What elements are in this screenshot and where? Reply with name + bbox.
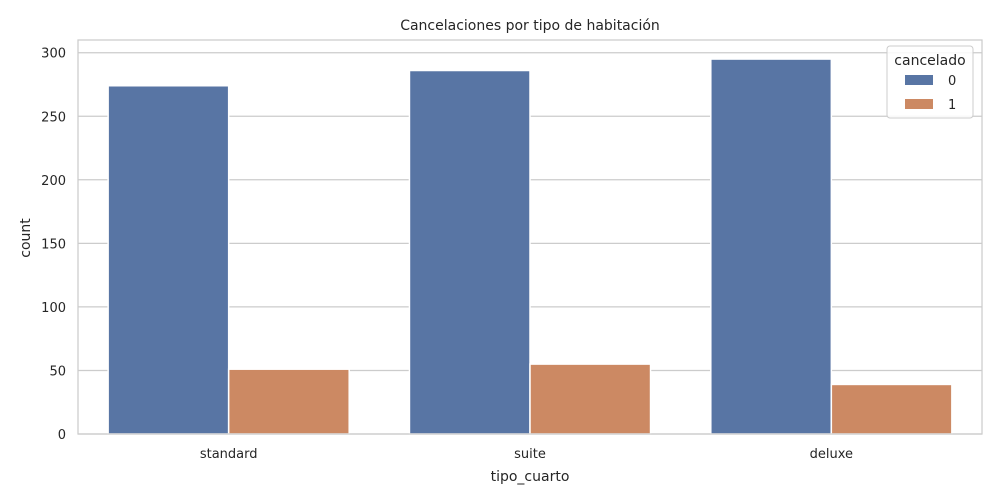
x-tick-label: standard	[200, 447, 258, 462]
bar-deluxe-cancelado-0	[710, 58, 833, 435]
y-tick-label: 150	[41, 237, 66, 252]
legend-swatch-0	[905, 75, 933, 85]
chart-title: Cancelaciones por tipo de habitación	[400, 18, 660, 34]
bar-suite-cancelado-1	[529, 363, 652, 435]
x-axis-title: tipo_cuarto	[491, 469, 570, 485]
y-tick-label: 0	[58, 428, 66, 443]
x-tick-labels: standard suite deluxe	[200, 447, 853, 462]
y-tick-labels: 0 50 100 150 200 250 300	[41, 47, 66, 443]
legend-label: 1	[948, 98, 956, 113]
bar-standard-cancelado-0	[107, 85, 230, 435]
y-tick-label: 50	[49, 364, 66, 379]
x-tick-label: deluxe	[810, 447, 853, 462]
y-tick-label: 250	[41, 110, 66, 125]
y-tick-label: 100	[41, 301, 66, 316]
legend-swatch-1	[905, 99, 933, 109]
y-tick-label: 200	[41, 174, 66, 189]
legend: cancelado 01	[886, 45, 974, 119]
x-tick-label: suite	[514, 447, 546, 462]
legend-title: cancelado	[894, 53, 965, 69]
bar-standard-cancelado-1	[227, 368, 350, 435]
bar-deluxe-cancelado-1	[830, 383, 953, 435]
bar-suite-cancelado-0	[408, 69, 531, 435]
plot-frame	[77, 39, 983, 435]
legend-label: 0	[948, 74, 956, 89]
y-tick-label: 300	[41, 47, 66, 62]
legend-items: 01	[905, 74, 956, 113]
y-axis-title: count	[18, 218, 34, 258]
